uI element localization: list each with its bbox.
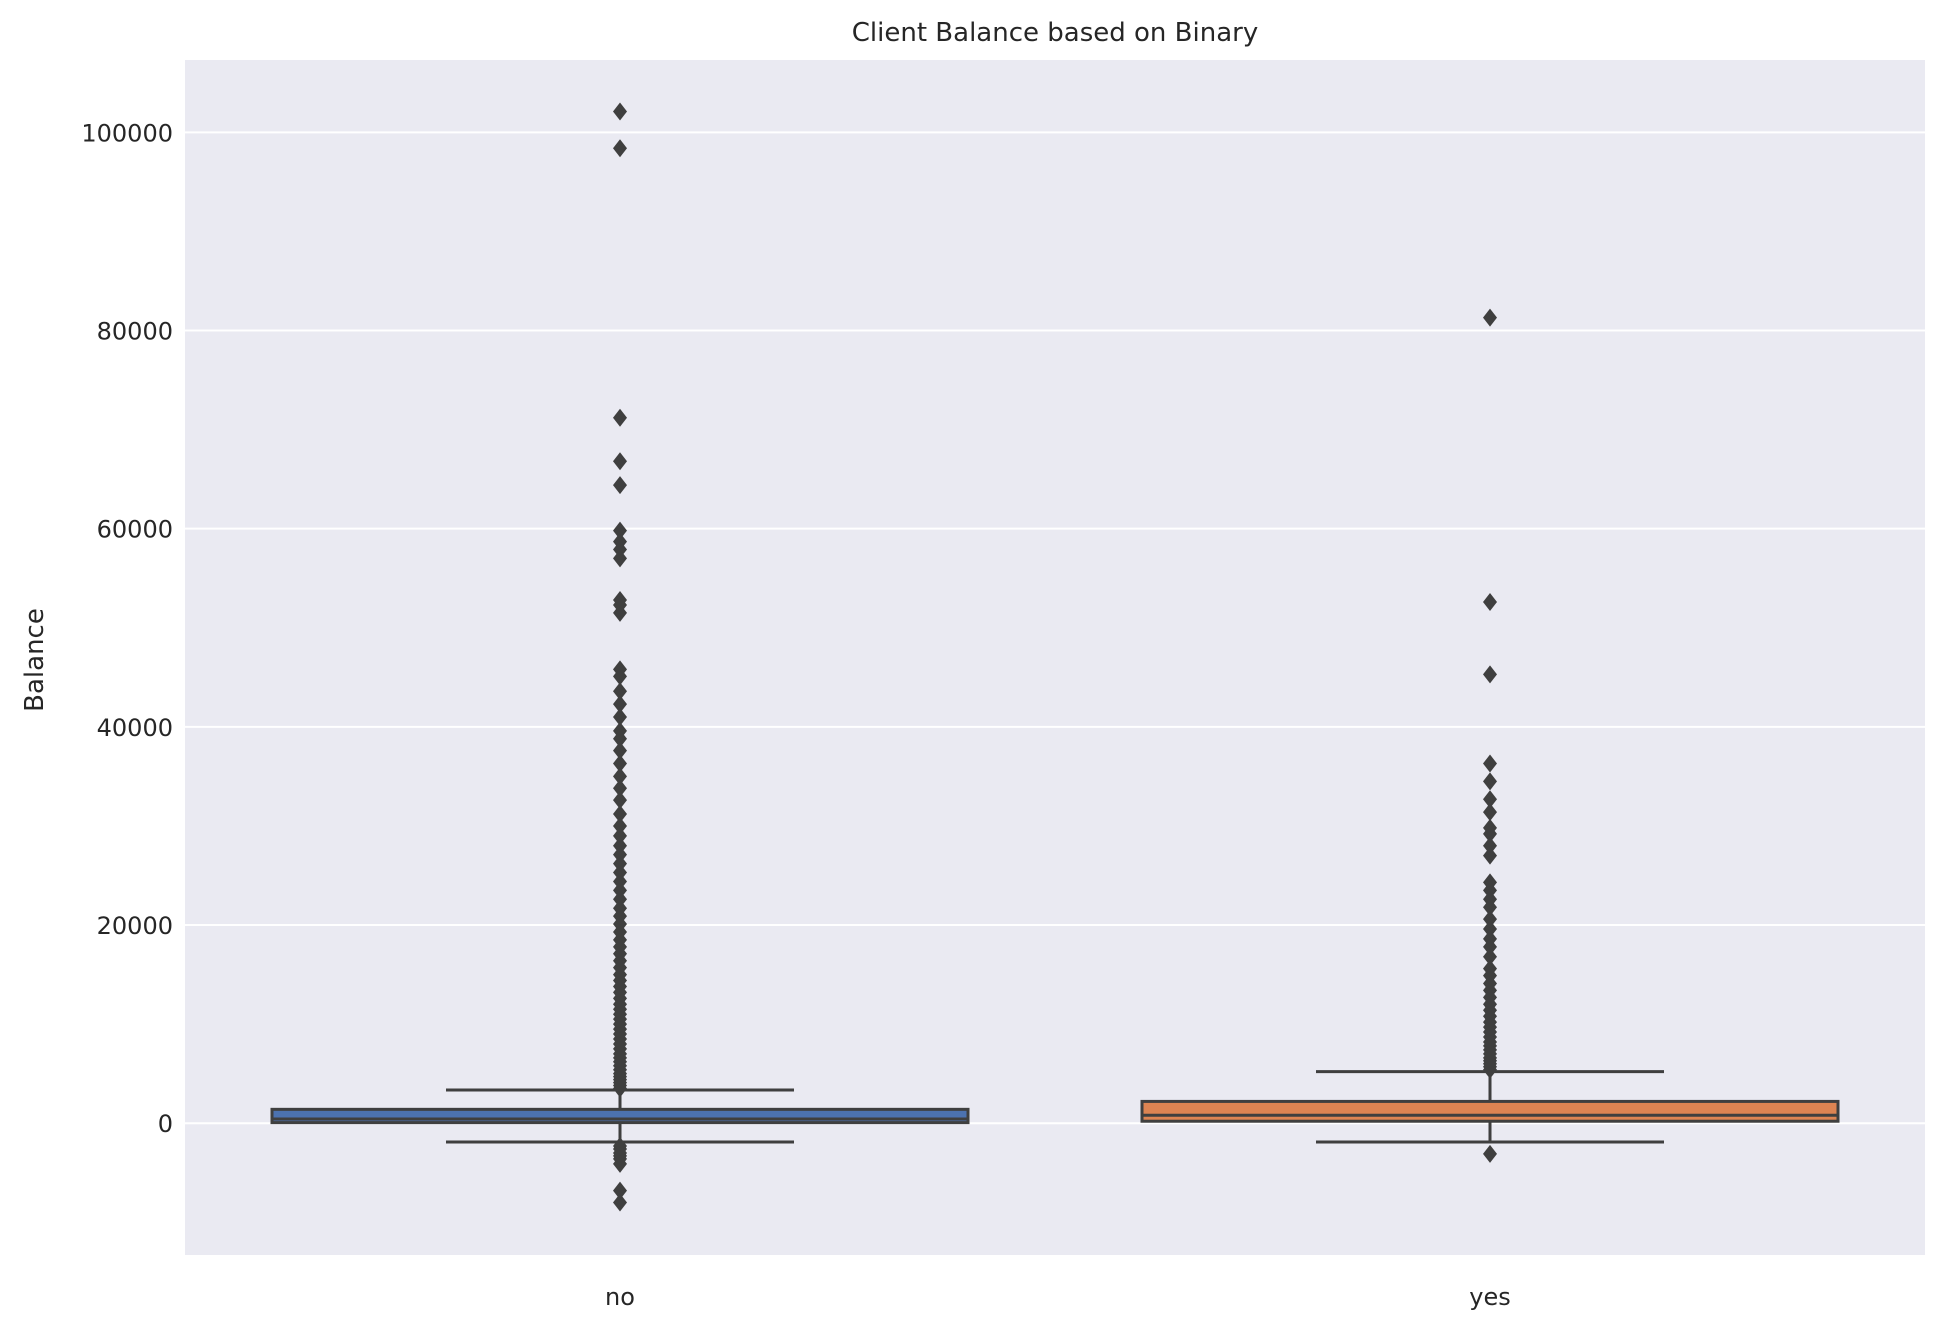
outlier-point <box>1483 836 1497 855</box>
chart-title: Client Balance based on Binary <box>852 18 1258 48</box>
y-tick-label: 0 <box>158 1110 173 1138</box>
outlier-point <box>613 408 627 427</box>
outlier-point <box>1483 846 1497 865</box>
outlier-point <box>613 1154 627 1173</box>
outlier-point <box>613 102 627 121</box>
outlier-point <box>1483 910 1497 929</box>
outlier-point <box>1483 308 1497 327</box>
outlier-point <box>613 682 627 701</box>
outlier-point <box>1483 818 1497 837</box>
outlier-point <box>613 805 627 824</box>
outlier-point <box>613 754 627 773</box>
y-tick-label: 80000 <box>97 318 173 346</box>
outlier-point <box>613 591 627 610</box>
x-tick-labels: no yes <box>605 1283 1511 1311</box>
outlier-point <box>1483 772 1497 791</box>
grid-lines <box>185 131 1925 1125</box>
outlier-point <box>613 721 627 740</box>
outlier-point <box>613 139 627 158</box>
box-group <box>270 102 970 1212</box>
y-tick-label: 100000 <box>81 119 173 147</box>
box-iqr <box>270 1107 970 1125</box>
outlier-point <box>613 1193 627 1212</box>
outlier-point <box>1483 754 1497 773</box>
boxes <box>270 102 1840 1212</box>
outlier-point <box>1483 665 1497 684</box>
outlier-point <box>613 476 627 495</box>
outlier-point <box>1483 920 1497 939</box>
outlier-point <box>613 1181 627 1200</box>
outlier-point <box>613 767 627 786</box>
outlier-point <box>1483 947 1497 966</box>
outlier-point <box>613 816 627 835</box>
outlier-point <box>1483 790 1497 809</box>
outlier-point <box>1483 593 1497 612</box>
outlier-point <box>613 452 627 471</box>
x-tick-label: no <box>605 1283 635 1311</box>
outlier-point <box>1483 873 1497 892</box>
outlier-point <box>613 791 627 810</box>
y-tick-label: 60000 <box>97 516 173 544</box>
y-axis-label: Balance <box>20 608 50 712</box>
outlier-point <box>613 532 627 551</box>
y-tick-labels: 0 20000 40000 60000 80000 100000 <box>81 119 173 1138</box>
outlier-point <box>1483 803 1497 822</box>
outlier-point <box>613 836 627 855</box>
outlier-point <box>1483 959 1497 978</box>
y-tick-label: 20000 <box>97 912 173 940</box>
outlier-point <box>1483 1144 1497 1163</box>
outlier-point <box>613 695 627 714</box>
outlier-point <box>1483 929 1497 948</box>
outlier-point <box>613 707 627 726</box>
outlier-point <box>613 521 627 540</box>
outlier-point <box>613 741 627 760</box>
box-group <box>1140 308 1840 1163</box>
x-tick-label: yes <box>1469 1283 1510 1311</box>
outlier-point <box>613 660 627 679</box>
outlier-point <box>613 779 627 798</box>
y-tick-label: 40000 <box>97 714 173 742</box>
plot-background <box>185 60 1925 1255</box>
box-iqr <box>1140 1099 1840 1123</box>
outlier-point <box>613 826 627 845</box>
